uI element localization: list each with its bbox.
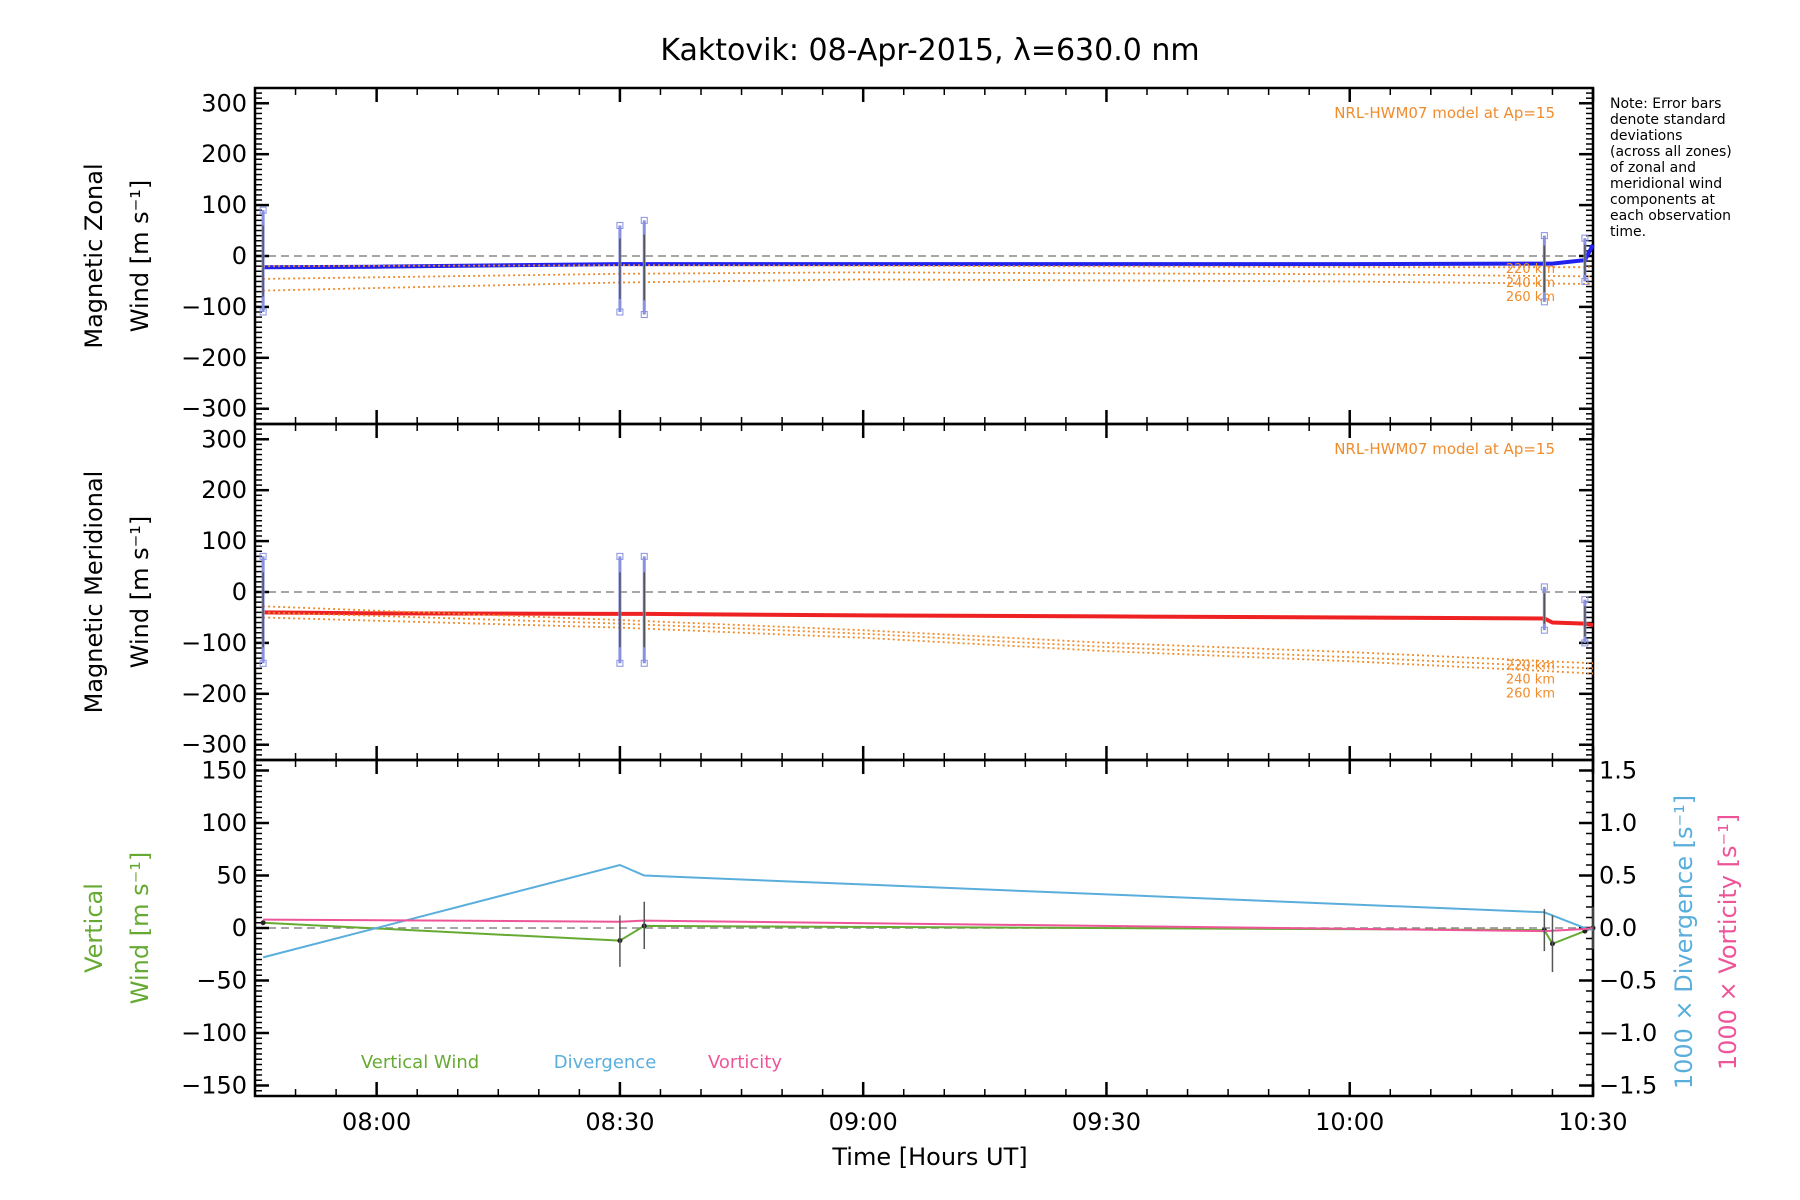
y2-tick-label: −0.5 bbox=[1599, 967, 1657, 995]
error-bar-cap bbox=[616, 308, 624, 316]
series-line-240-km bbox=[263, 611, 1594, 670]
error-bar-cap bbox=[1581, 234, 1589, 242]
y-tick-label: −50 bbox=[196, 967, 247, 995]
error-bar-cap bbox=[1540, 298, 1548, 306]
error-bar-cap bbox=[616, 552, 624, 560]
y-axis-label-line2: Wind [m s⁻¹] bbox=[126, 180, 154, 332]
y2-axis-label-divergence: 1000 × Divergence [s⁻¹] bbox=[1670, 795, 1698, 1089]
y-tick-label: −100 bbox=[181, 629, 247, 657]
series-line-220-km bbox=[263, 264, 1593, 269]
y-axis-label-line1: Magnetic Zonal bbox=[80, 163, 108, 348]
y-tick-label: 100 bbox=[201, 191, 247, 219]
note-line: denote standard bbox=[1610, 112, 1726, 128]
error-bar-cap bbox=[1581, 639, 1589, 647]
error-bar-cap bbox=[640, 552, 648, 560]
error-bar-cap bbox=[1540, 626, 1548, 634]
note-line: time. bbox=[1610, 224, 1646, 240]
y-tick-label: 0 bbox=[232, 242, 247, 270]
y2-tick-label: −1.5 bbox=[1599, 1072, 1657, 1100]
y-tick-label: 300 bbox=[201, 425, 247, 453]
y-tick-label: −100 bbox=[181, 293, 247, 321]
x-tick-label: 10:00 bbox=[1315, 1108, 1384, 1136]
series-line-260-km bbox=[263, 278, 1594, 292]
note-line: meridional wind bbox=[1610, 176, 1722, 192]
legend-entry: Vorticity bbox=[708, 1052, 782, 1073]
series-line-vertical-wind bbox=[263, 921, 1594, 946]
y2-tick-label: −1.0 bbox=[1599, 1019, 1657, 1047]
series-line-vorticity bbox=[263, 918, 1594, 933]
y-tick-label: −150 bbox=[181, 1072, 247, 1100]
y-tick-label: 0 bbox=[232, 914, 247, 942]
error-bar-cap bbox=[640, 216, 648, 224]
note-line: components at bbox=[1610, 192, 1716, 208]
error-bar-cap bbox=[1540, 232, 1548, 240]
y-axis-label-line2: Wind [m s⁻¹] bbox=[126, 852, 154, 1004]
x-tick-label: 09:00 bbox=[829, 1108, 898, 1136]
zonal-panel: 300 200 100 0 −100 −200 −300 Magnetic Zonal Wind… bbox=[80, 86, 1595, 426]
model-height-label: 240 km bbox=[1506, 672, 1555, 687]
meridional-panel: 300 200 100 0 −100 −200 −300 Magnetic Meridiona… bbox=[80, 422, 1595, 762]
model-label: NRL-HWM07 model at Ap=15 bbox=[1334, 440, 1555, 458]
y-tick-label: −200 bbox=[181, 344, 247, 372]
note-line: of zonal and bbox=[1610, 160, 1696, 176]
note-line: (across all zones) bbox=[1610, 144, 1732, 160]
y-tick-label: 300 bbox=[201, 89, 247, 117]
y-tick-label: −100 bbox=[181, 1019, 247, 1047]
model-height-label: 220 km bbox=[1506, 262, 1555, 277]
y-tick-label: 50 bbox=[216, 862, 247, 890]
note-line: Note: Error bars bbox=[1610, 96, 1721, 112]
x-tick-label: 09:30 bbox=[1072, 1108, 1141, 1136]
y2-axis-label-vorticity: 1000 × Vorticity [s⁻¹] bbox=[1714, 814, 1742, 1070]
y-tick-label: 0 bbox=[232, 578, 247, 606]
error-bar-cap bbox=[259, 659, 267, 667]
error-bar-cap bbox=[1581, 596, 1589, 604]
x-tick-label: 10:30 bbox=[1558, 1108, 1627, 1136]
y-tick-label: 200 bbox=[201, 140, 247, 168]
legend-entry: Vertical Wind bbox=[361, 1052, 479, 1073]
y-tick-label: 100 bbox=[201, 527, 247, 555]
x-axis-label: Time [Hours UT] bbox=[831, 1143, 1027, 1171]
y-tick-label: −200 bbox=[181, 680, 247, 708]
error-bar-cap bbox=[616, 221, 624, 229]
error-bar-cap bbox=[259, 308, 267, 316]
series-line-240-km bbox=[263, 271, 1594, 280]
model-label: NRL-HWM07 model at Ap=15 bbox=[1334, 104, 1555, 122]
series-line-260-km bbox=[263, 616, 1594, 675]
chart-title: Kaktovik: 08-Apr-2015, λ=630.0 nm bbox=[660, 33, 1199, 68]
error-bar-cap bbox=[259, 552, 267, 560]
y2-tick-label: 0.0 bbox=[1599, 914, 1637, 942]
note-line: each observation bbox=[1610, 208, 1731, 224]
error-bar-cap bbox=[259, 206, 267, 214]
x-tick-label: 08:00 bbox=[342, 1108, 411, 1136]
vertical-panel: 08:00 08:30 09:00 09:30 10:00 10:30 150 100 50 0 −… bbox=[80, 757, 1742, 1137]
y-tick-label: −300 bbox=[181, 731, 247, 759]
error-bar-cap bbox=[640, 311, 648, 319]
note-line: deviations bbox=[1610, 128, 1682, 144]
error-bar-cap bbox=[1581, 277, 1589, 285]
data-point bbox=[260, 920, 266, 926]
y2-tick-label: 1.5 bbox=[1599, 757, 1637, 785]
y-tick-label: −300 bbox=[181, 395, 247, 423]
y2-tick-label: 0.5 bbox=[1599, 862, 1637, 890]
model-height-label: 260 km bbox=[1506, 290, 1555, 305]
y-axis-label-line1: Magnetic Meridional bbox=[80, 471, 108, 714]
series-line-divergence bbox=[262, 863, 1594, 959]
error-bar-cap bbox=[1540, 583, 1548, 591]
x-tick-label: 08:30 bbox=[585, 1108, 654, 1136]
legend-entry: Divergence bbox=[554, 1052, 657, 1073]
y-axis-label-line2: Wind [m s⁻¹] bbox=[126, 516, 154, 668]
error-bar-cap bbox=[640, 659, 648, 667]
y-tick-label: 100 bbox=[201, 809, 247, 837]
y-tick-label: 150 bbox=[201, 757, 247, 785]
y2-tick-label: 1.0 bbox=[1599, 809, 1637, 837]
model-height-label: 260 km bbox=[1506, 686, 1555, 701]
model-height-label: 240 km bbox=[1506, 276, 1555, 291]
y-tick-label: 200 bbox=[201, 476, 247, 504]
model-height-label: 220 km bbox=[1506, 658, 1555, 673]
y-axis-label-line1: Vertical bbox=[80, 883, 108, 973]
series-line-meridional bbox=[263, 610, 1594, 628]
error-bar-cap bbox=[616, 659, 624, 667]
